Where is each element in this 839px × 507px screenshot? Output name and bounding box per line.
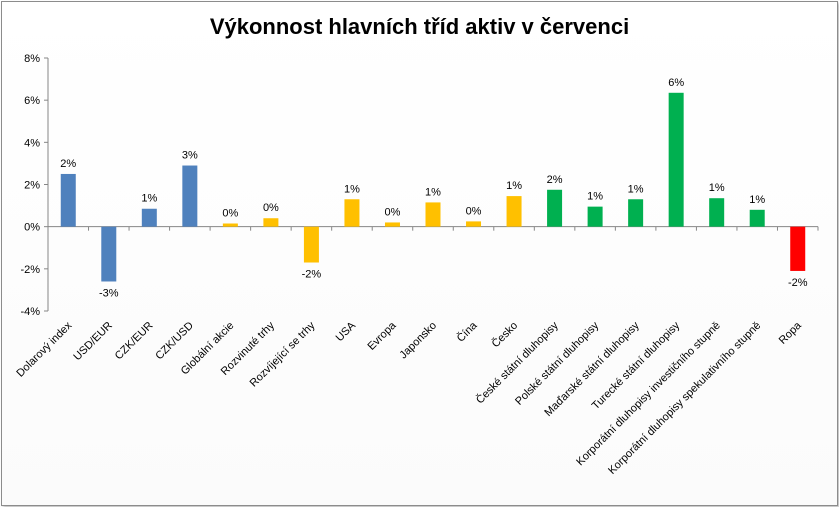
bar (547, 189, 563, 227)
data-label: 1% (425, 186, 441, 198)
x-tick-label: Korporátní dluhopisy investičního stupně (574, 320, 723, 469)
data-label: 0% (222, 208, 238, 220)
data-label: -2% (788, 277, 808, 289)
data-label: 1% (587, 191, 603, 203)
y-tick-label: 4% (24, 137, 40, 149)
axes: -4% -2% 0% 2% 4% 6% 8% (20, 53, 819, 318)
data-label: 2% (60, 158, 76, 170)
data-label: 6% (668, 77, 684, 89)
bar (182, 165, 198, 227)
x-tick-label: Korporátní dluhopisy spekulativního stup… (606, 320, 763, 477)
bar (668, 92, 684, 227)
bars (60, 92, 806, 282)
x-tick-label: USA (334, 319, 359, 344)
x-tick-label: Japonsko (397, 320, 439, 362)
data-label: 0% (263, 202, 279, 214)
bar (749, 209, 765, 227)
chart-title: Výkonnost hlavních tříd aktiv v červenci (209, 14, 630, 39)
data-label: 1% (749, 194, 765, 206)
bar (263, 218, 279, 227)
data-label: 1% (141, 193, 157, 205)
data-label: -3% (99, 287, 119, 299)
x-tick-label: Dolarový index (14, 319, 74, 379)
y-tick-label: 0% (24, 222, 40, 234)
data-label: 0% (385, 206, 401, 218)
bar (628, 199, 644, 227)
bar (384, 222, 400, 227)
data-label: 1% (506, 180, 522, 192)
data-label: 2% (547, 174, 563, 186)
data-labels: 2% -3% 1% 3% 0% 0% -2% 1% 0% 1% 0% 1% 2% 1% 1% 6% 1% 1% -2… (60, 77, 807, 300)
x-tick-label: Česko (489, 319, 520, 350)
x-tick-label: CZK/USD (153, 320, 196, 363)
bar (303, 226, 319, 263)
bar (790, 226, 806, 271)
y-tick-label: 8% (24, 53, 40, 65)
bar (466, 221, 482, 227)
bar (425, 202, 441, 227)
bar (709, 198, 725, 227)
data-label: 3% (182, 150, 198, 162)
y-tick-label: 6% (24, 95, 40, 107)
y-tick-label: -2% (20, 264, 40, 276)
bar (60, 173, 76, 227)
bar (101, 226, 117, 282)
x-tick-label: Evropa (365, 319, 399, 353)
bar (222, 223, 238, 227)
x-tick-label: České státní dluhopisy (473, 319, 561, 407)
data-label: 1% (344, 183, 360, 195)
bar (587, 206, 603, 227)
data-label: 1% (628, 183, 644, 195)
data-label: -2% (302, 269, 322, 281)
bar (344, 199, 360, 227)
x-tick-label: CZK/EUR (113, 320, 156, 363)
y-tick-label: -4% (20, 306, 40, 318)
bar (141, 208, 157, 227)
x-tick-label: Ropa (777, 319, 805, 347)
x-tick-label: USD/EUR (71, 320, 115, 364)
data-label: 0% (466, 205, 482, 217)
data-label: 1% (709, 182, 725, 194)
x-tick-label: Čína (454, 318, 480, 344)
y-tick-label: 2% (24, 180, 40, 192)
bar (506, 196, 522, 227)
x-tick-labels: Dolarový indexUSD/EURCZK/EURCZK/USDGlobá… (14, 318, 804, 477)
